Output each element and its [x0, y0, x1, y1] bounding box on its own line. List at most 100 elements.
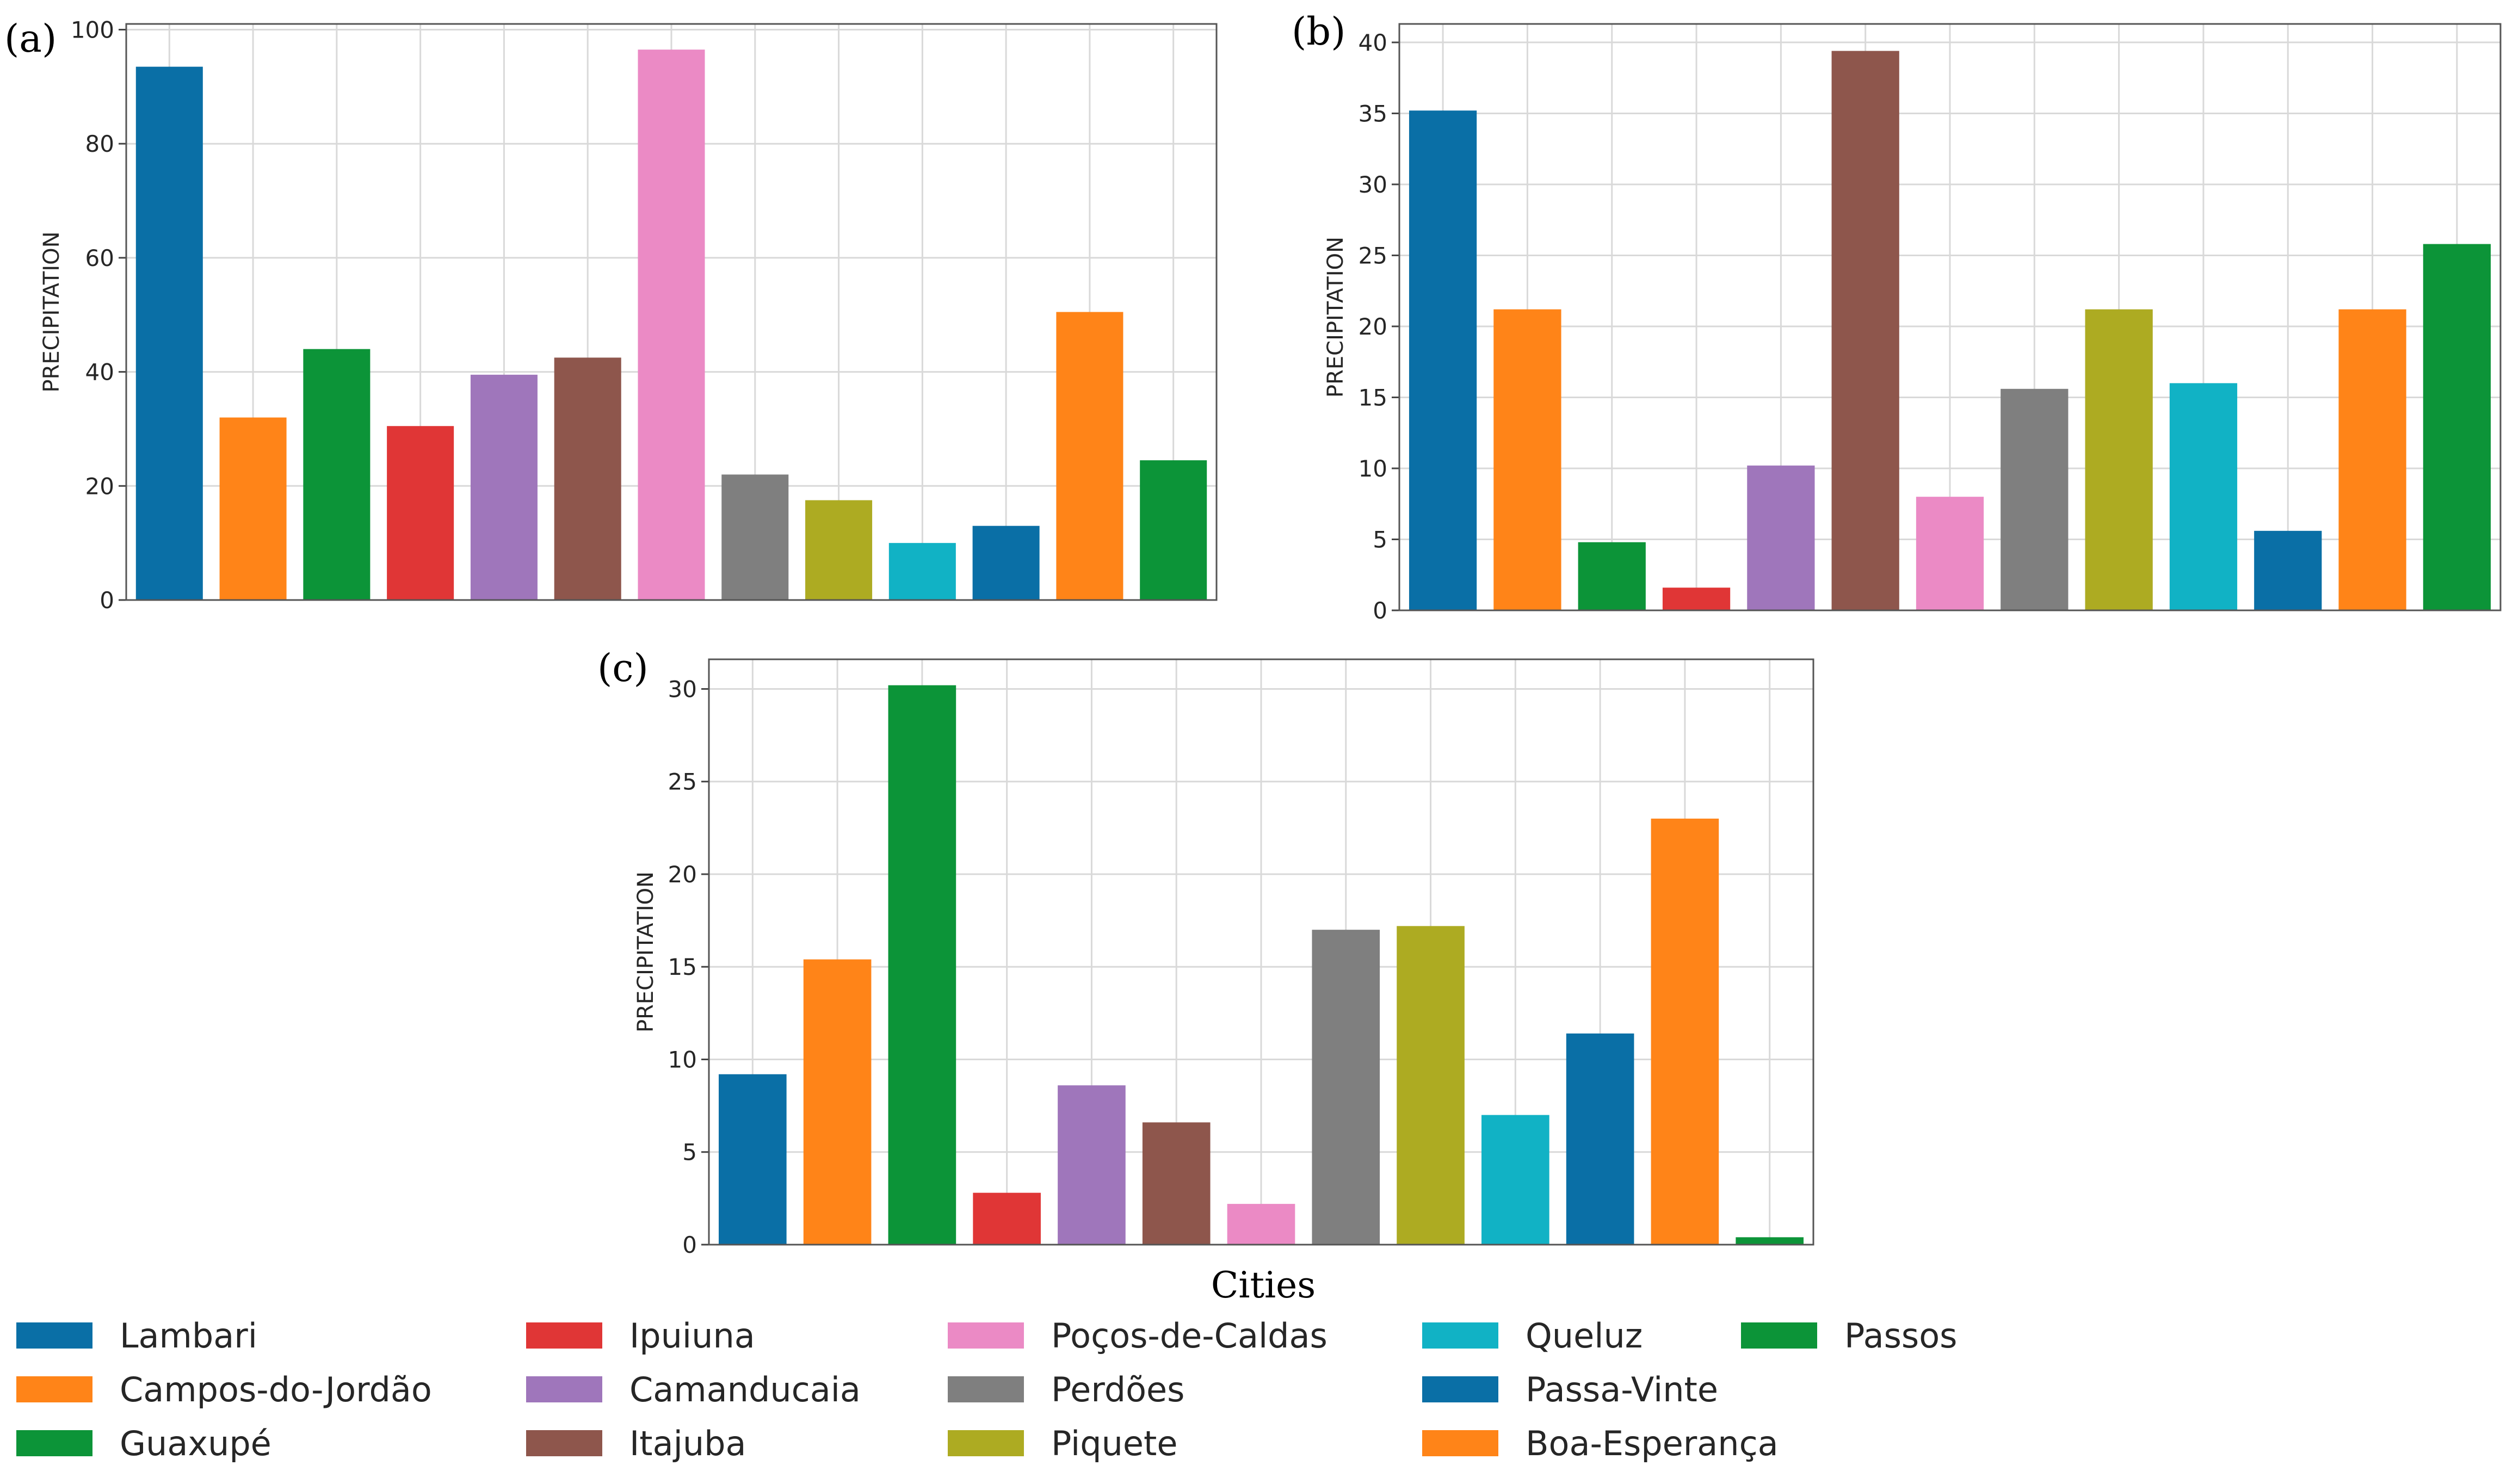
- legend-label: Passos: [1844, 1316, 1957, 1356]
- y-tick-label: 0: [1373, 597, 1387, 624]
- legend-label: Perdões: [1051, 1370, 1184, 1409]
- bar-guaxupé: [303, 349, 371, 600]
- bar-boa-esperança: [1651, 818, 1719, 1245]
- y-tick-label: 20: [85, 473, 114, 499]
- y-tick-label: 10: [668, 1046, 697, 1073]
- legend-label: Guaxupé: [120, 1424, 271, 1463]
- panel-label: (b): [1292, 9, 1345, 54]
- bar-passos: [1736, 1237, 1804, 1245]
- y-tick-label: 100: [71, 16, 114, 43]
- legend-swatch: [526, 1322, 602, 1349]
- y-tick-label: 20: [668, 861, 697, 888]
- legend-label: Itajuba: [629, 1424, 746, 1463]
- legend-swatch: [16, 1430, 92, 1456]
- bar-campos-do-jordão: [1493, 309, 1561, 610]
- legend-swatch: [948, 1430, 1024, 1456]
- bar-boa-esperança: [2338, 309, 2406, 610]
- legend-swatch: [1422, 1322, 1498, 1349]
- legend-label: Passa-Vinte: [1526, 1370, 1718, 1409]
- bar-poços-de-caldas: [638, 50, 705, 600]
- bar-queluz: [2169, 383, 2238, 610]
- legend-swatch: [1422, 1376, 1498, 1402]
- legend-label: Camanducaia: [629, 1370, 861, 1409]
- bar-passos: [2423, 244, 2491, 610]
- y-tick-label: 15: [668, 954, 697, 980]
- bar-camanducaia: [1747, 465, 1815, 610]
- bar-passos: [1140, 460, 1207, 600]
- bar-poços-de-caldas: [1227, 1204, 1295, 1245]
- y-axis-label: PRECIPITATION: [39, 231, 64, 392]
- bar-guaxupé: [1578, 542, 1646, 610]
- y-tick-label: 60: [85, 245, 114, 271]
- bar-perdões: [721, 474, 789, 600]
- legend-swatch: [948, 1376, 1024, 1402]
- bar-piquete: [805, 500, 873, 600]
- bar-guaxupé: [888, 685, 956, 1245]
- bar-campos-do-jordão: [803, 959, 872, 1245]
- bar-camanducaia: [1058, 1085, 1126, 1245]
- bar-perdões: [2001, 388, 2069, 610]
- bar-passa-vinte: [1566, 1033, 1634, 1245]
- y-tick-label: 30: [1359, 171, 1387, 198]
- y-tick-label: 0: [100, 587, 114, 614]
- panel-c: 0 5 10 15 20 25 30 PRECIPITATION (c): [597, 646, 1814, 1258]
- y-tick-label: 10: [1359, 455, 1387, 482]
- panel-label: (a): [4, 16, 57, 61]
- y-tick-label: 40: [85, 359, 114, 386]
- legend-swatch: [16, 1322, 92, 1349]
- legend-swatch: [1741, 1322, 1817, 1349]
- bar-piquete: [1397, 926, 1465, 1245]
- y-axis-label: PRECIPITATION: [633, 871, 658, 1032]
- y-tick-label: 5: [1373, 526, 1387, 553]
- bar-poços-de-caldas: [1916, 497, 1984, 610]
- y-tick-label: 20: [1359, 313, 1387, 340]
- panel-a: 0 20 40 60 80 100 PRECIPITATION (a): [4, 16, 1218, 614]
- y-tick-label: 35: [1359, 100, 1387, 127]
- bar-passa-vinte: [972, 525, 1040, 600]
- bar-ipuiuna: [973, 1192, 1041, 1245]
- bar-lambari: [1409, 110, 1477, 610]
- bar-itajuba: [554, 357, 621, 600]
- legend: Lambari Campos-do-Jordão Guaxupé Ipuiuna Cam…: [16, 1316, 1957, 1463]
- bar-camanducaia: [470, 374, 538, 600]
- legend-label: Ipuiuna: [629, 1316, 755, 1356]
- legend-label: Piquete: [1051, 1424, 1178, 1463]
- y-axis-label: PRECIPITATION: [1323, 237, 1348, 398]
- bar-lambari: [135, 66, 203, 600]
- bar-queluz: [888, 543, 956, 600]
- y-tick-label: 25: [668, 769, 697, 795]
- bar-ipuiuna: [1662, 588, 1731, 610]
- y-tick-label: 80: [85, 131, 114, 157]
- plot-frame: [708, 658, 1814, 1246]
- bar-itajuba: [1831, 51, 1899, 610]
- bar-boa-esperança: [1056, 312, 1123, 600]
- legend-label: Boa-Esperança: [1526, 1424, 1779, 1463]
- legend-swatch: [526, 1376, 602, 1402]
- legend-swatch: [16, 1376, 92, 1402]
- y-tick-label: 15: [1359, 384, 1387, 411]
- bar-campos-do-jordão: [219, 417, 287, 600]
- y-tick-label: 40: [1359, 29, 1387, 56]
- legend-swatch: [1422, 1430, 1498, 1456]
- panel-label: (c): [597, 646, 649, 690]
- y-tick-label: 0: [682, 1232, 697, 1258]
- panel-b: 0 5 10 15 20 25 30 35 40 PRECIPITATION (b): [1292, 9, 2502, 624]
- bar-ipuiuna: [387, 426, 454, 600]
- legend-swatch: [948, 1322, 1024, 1349]
- bar-lambari: [719, 1074, 787, 1245]
- bar-itajuba: [1142, 1122, 1211, 1245]
- legend-label: Campos-do-Jordão: [120, 1370, 432, 1409]
- legend-label: Queluz: [1526, 1316, 1643, 1356]
- bar-piquete: [2085, 309, 2153, 610]
- y-tick-label: 30: [668, 676, 697, 702]
- bar-passa-vinte: [2254, 530, 2322, 610]
- x-axis-label: Cities: [1211, 1264, 1316, 1306]
- bar-perdões: [1312, 930, 1380, 1245]
- plot-frame: [125, 23, 1218, 601]
- legend-label: Poços-de-Caldas: [1051, 1316, 1328, 1356]
- legend-label: Lambari: [120, 1316, 257, 1356]
- legend-swatch: [526, 1430, 602, 1456]
- bar-queluz: [1481, 1115, 1549, 1245]
- y-tick-label: 25: [1359, 242, 1387, 269]
